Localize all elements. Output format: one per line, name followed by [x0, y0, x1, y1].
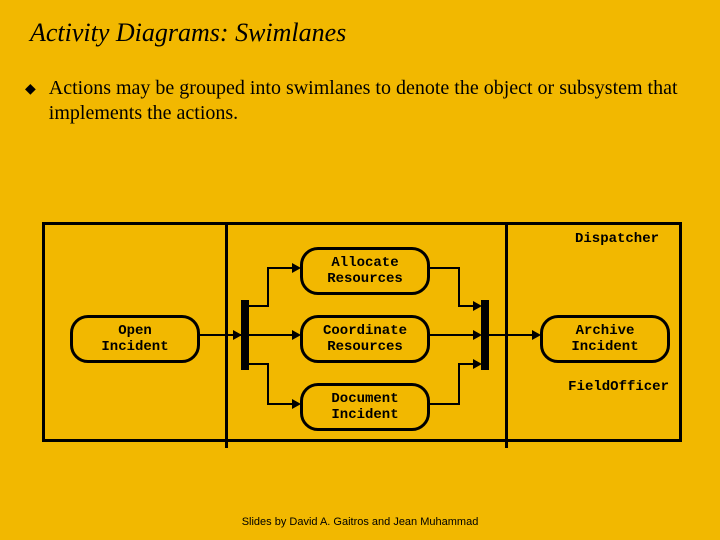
swimlane-diagram: Dispatcher FieldOfficer OpenIncident All… — [42, 222, 682, 442]
flow-fork-up-h1 — [249, 305, 269, 307]
arrow-coordinate-to-join — [473, 330, 482, 340]
flow-alloc-v — [458, 267, 460, 307]
arrow-document-to-join — [473, 359, 482, 369]
flow-alloc-h1 — [430, 267, 458, 269]
flow-fork-up-h2 — [267, 267, 295, 269]
slide-footer: Slides by David A. Gaitros and Jean Muha… — [0, 516, 720, 528]
activity-coordinate-resources: CoordinateResources — [300, 315, 430, 363]
flow-fork-low-v — [267, 363, 269, 403]
activity-document-incident: DocumentIncident — [300, 383, 430, 431]
flow-doc-v — [458, 363, 460, 405]
flow-fork-low-h2 — [267, 403, 295, 405]
lane-label-dispatcher: Dispatcher — [575, 231, 659, 247]
body-row: ◆ Actions may be grouped into swimlanes … — [0, 48, 720, 126]
slide-title: Activity Diagrams: Swimlanes — [0, 0, 720, 48]
lane-label-fieldofficer: FieldOfficer — [568, 379, 669, 395]
flow-fork-up-v — [267, 267, 269, 307]
body-text: Actions may be grouped into swimlanes to… — [49, 76, 690, 126]
flow-fork-low-h1 — [249, 363, 269, 365]
flow-join-to-archive — [489, 334, 535, 336]
activity-allocate-resources: AllocateResources — [300, 247, 430, 295]
arrow-open-to-fork — [233, 330, 242, 340]
sync-bar-join — [481, 300, 489, 370]
activity-open-incident: OpenIncident — [70, 315, 200, 363]
arrow-allocate-to-join — [473, 301, 482, 311]
flow-coord-h — [430, 334, 476, 336]
sync-bar-fork — [241, 300, 249, 370]
flow-doc-h1 — [430, 403, 458, 405]
flow-fork-mid — [249, 334, 295, 336]
activity-archive-incident: ArchiveIncident — [540, 315, 670, 363]
bullet-icon: ◆ — [25, 76, 49, 126]
